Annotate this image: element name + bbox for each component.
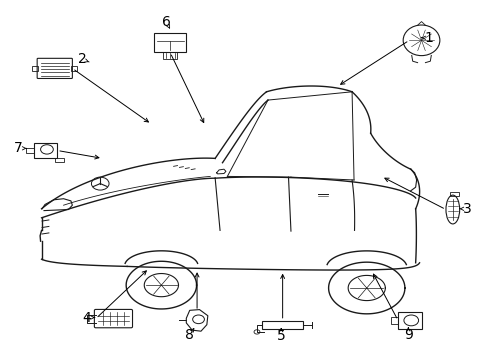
Bar <box>26 148 34 153</box>
Bar <box>34 143 57 158</box>
Text: 4: 4 <box>82 311 91 324</box>
Bar <box>390 317 397 324</box>
Text: 5: 5 <box>276 329 285 342</box>
Text: 2: 2 <box>78 53 86 66</box>
Bar <box>262 321 303 329</box>
Bar <box>449 192 458 196</box>
Text: 3: 3 <box>462 202 471 216</box>
Text: 1: 1 <box>424 31 433 45</box>
Bar <box>32 66 38 71</box>
Bar <box>163 52 177 59</box>
Text: 6: 6 <box>162 15 170 28</box>
Text: 7: 7 <box>14 141 23 155</box>
Bar <box>71 66 77 71</box>
Bar <box>154 32 185 52</box>
Bar <box>55 158 63 162</box>
Text: 9: 9 <box>403 328 412 342</box>
Text: 8: 8 <box>185 328 194 342</box>
Bar <box>397 312 421 329</box>
